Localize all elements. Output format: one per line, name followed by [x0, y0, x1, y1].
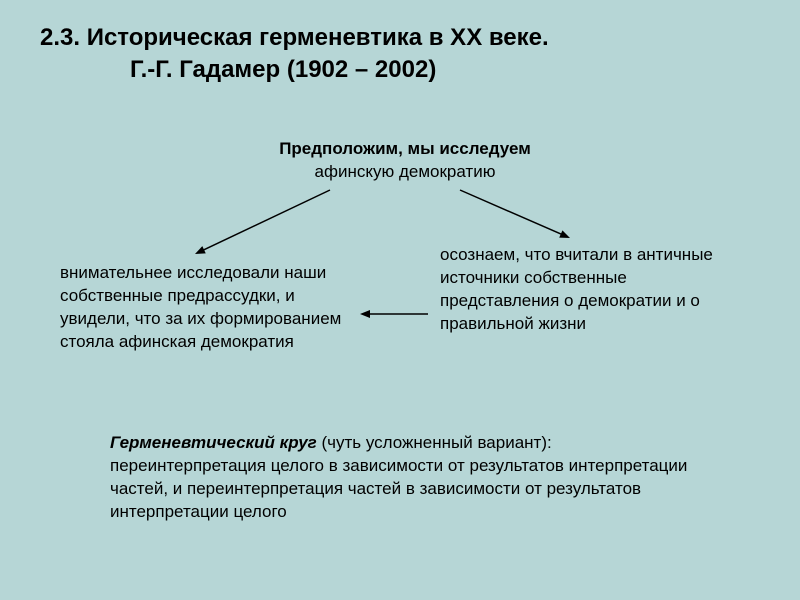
right-node: осознаем, что вчитали в античные источни…	[440, 244, 740, 336]
definition-term: Герменевтический круг	[110, 433, 317, 452]
premise-bold: Предположим, мы исследуем	[279, 139, 531, 158]
right-node-text: осознаем, что вчитали в античные источни…	[440, 245, 713, 333]
slide: 2.3. Историческая герменевтика в XX веке…	[0, 0, 800, 600]
left-node-text: внимательнее исследовали наши собственны…	[60, 263, 341, 351]
definition-block: Герменевтический круг (чуть усложненный …	[110, 432, 690, 524]
premise-rest: афинскую демократию	[315, 162, 496, 181]
premise-block: Предположим, мы исследуем афинскую демок…	[220, 138, 590, 184]
title-line-1: 2.3. Историческая герменевтика в XX веке…	[40, 22, 760, 54]
title-line-2: Г.-Г. Гадамер (1902 – 2002)	[40, 54, 760, 86]
left-node: внимательнее исследовали наши собственны…	[60, 262, 350, 354]
slide-title: 2.3. Историческая герменевтика в XX веке…	[40, 22, 760, 87]
